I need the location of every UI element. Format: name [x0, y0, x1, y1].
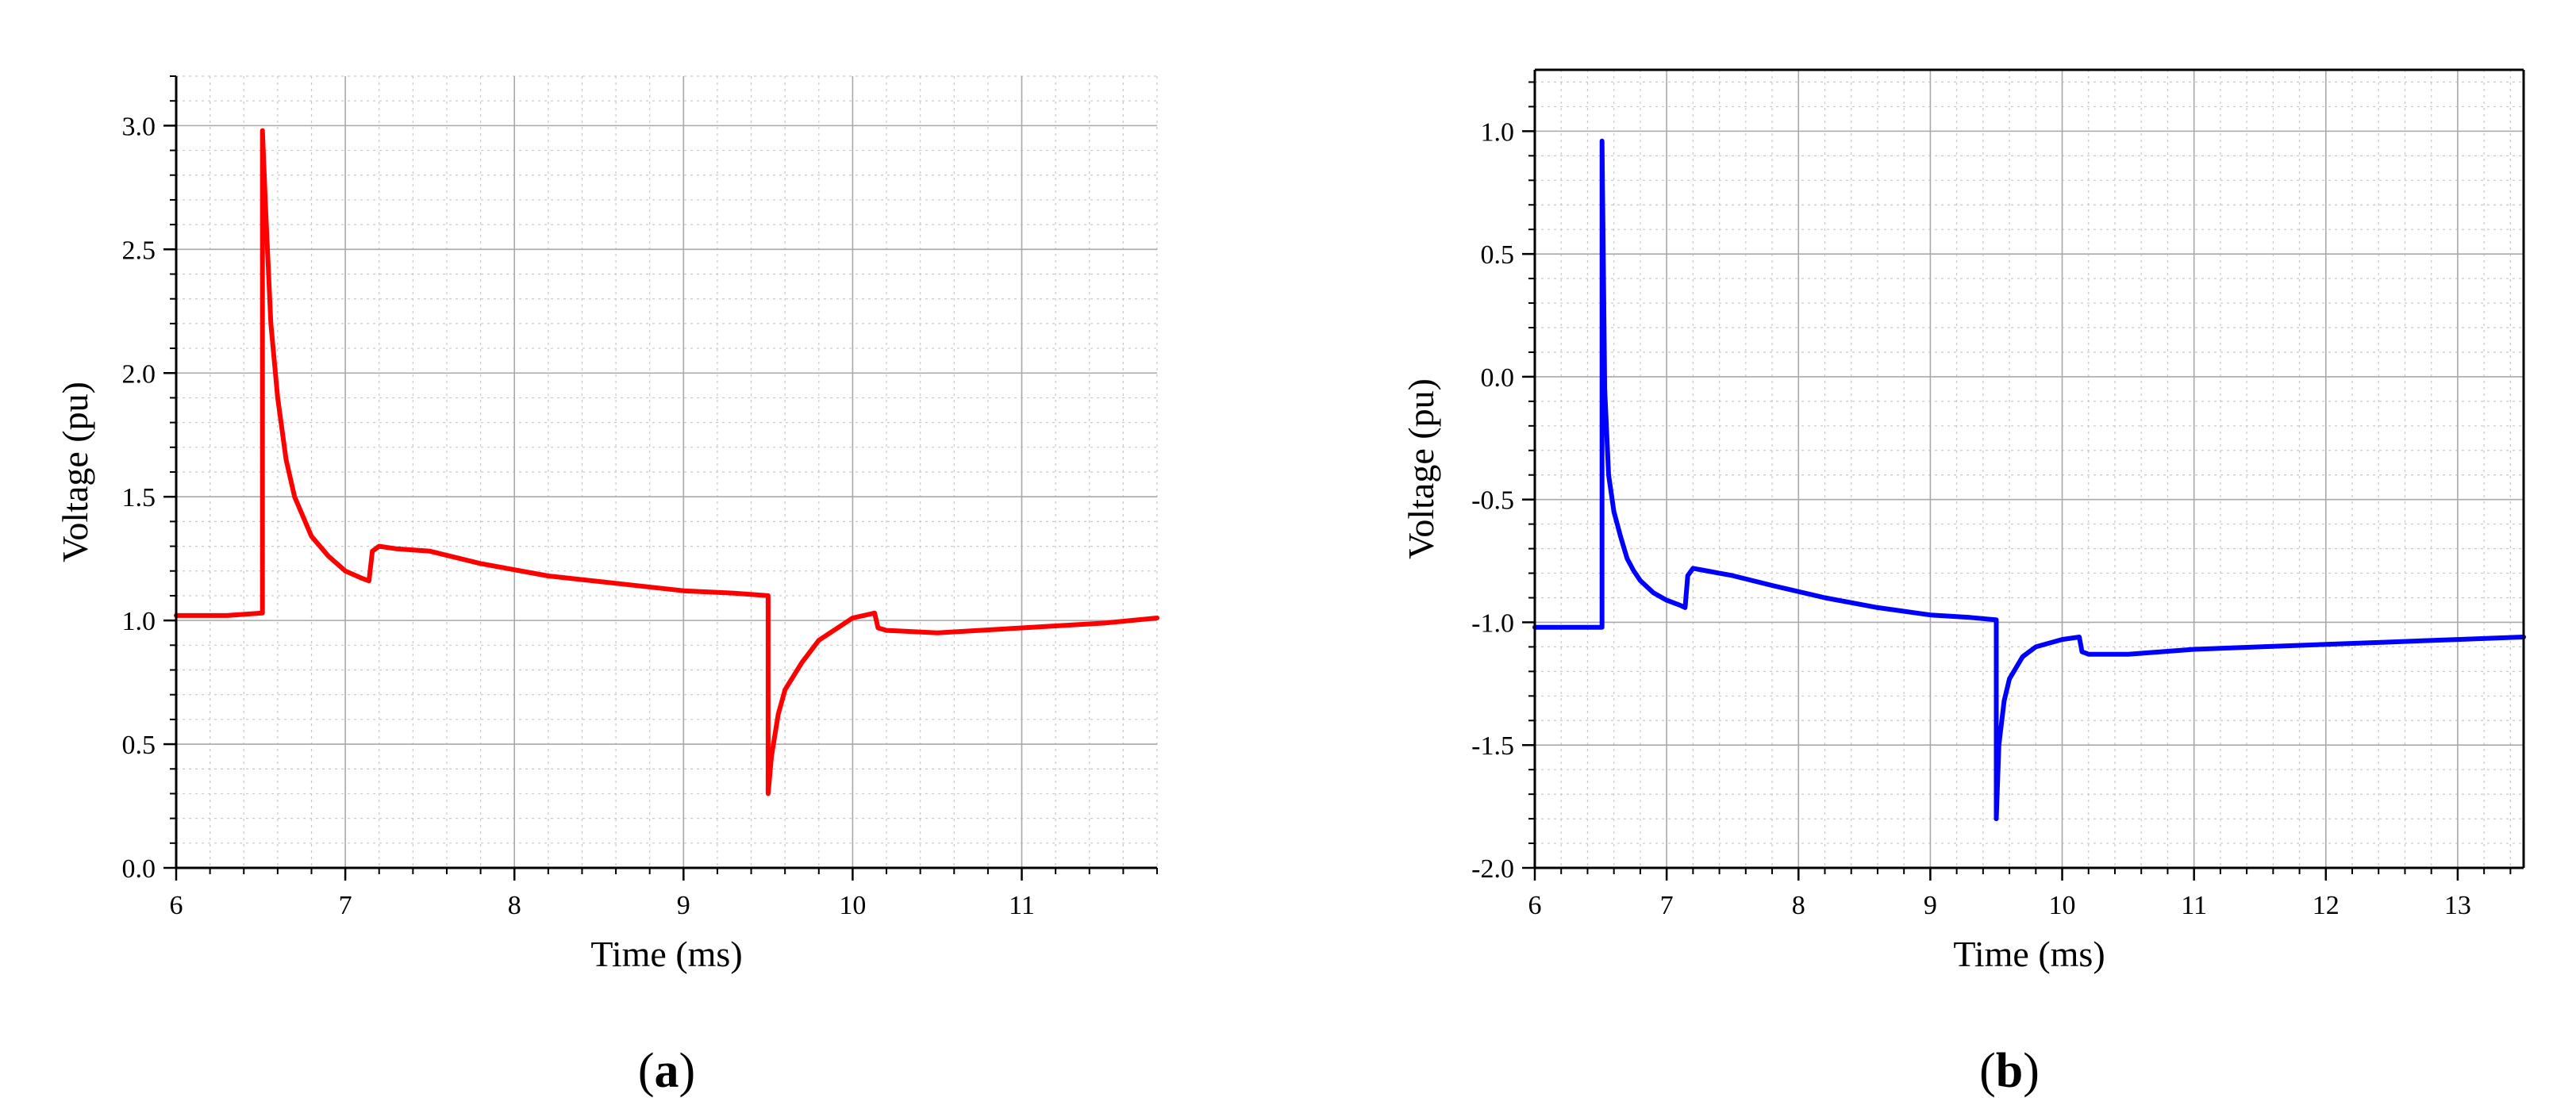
panel-label: (b)	[1979, 1044, 2040, 1098]
panel-label-open-paren: (	[1979, 1044, 1996, 1098]
minor-grid	[1534, 70, 2524, 869]
y-tick-label: -1.5	[1471, 731, 1514, 761]
y-tick-label: 1.5	[122, 483, 156, 512]
panel-label-close-paren: )	[679, 1044, 696, 1098]
panel-label-letter: a	[655, 1044, 679, 1098]
y-tick-label: 2.0	[122, 359, 156, 389]
panel-label: (a)	[638, 1044, 695, 1098]
x-axis-title: Time (ms)	[590, 934, 742, 974]
panel-label-open-paren: (	[638, 1044, 655, 1098]
axes-frame	[1533, 68, 2525, 869]
x-tick-label: 8	[508, 891, 521, 920]
y-tick-label: 2.5	[122, 236, 156, 265]
x-tick-label: 12	[2313, 891, 2340, 920]
y-tick-label: 1.0	[1481, 117, 1515, 147]
series-line-0	[174, 128, 1159, 796]
y-axis-title: Voltage (pu)	[55, 382, 95, 562]
series-line-0	[1532, 138, 2526, 822]
x-axis-title: Time (ms)	[1953, 934, 2105, 974]
y-tick-label: -2.0	[1471, 854, 1514, 884]
x-tick-label: 8	[1792, 891, 1805, 920]
y-axis-title: Voltage (pu)	[1401, 378, 1441, 559]
x-tick-label: 10	[2049, 891, 2076, 920]
x-tick-label: 7	[1660, 891, 1674, 920]
x-tick-label: 9	[1924, 891, 1937, 920]
major-grid	[1534, 70, 2524, 869]
y-tick-label: 0.0	[122, 854, 156, 884]
y-tick-label: 0.0	[1481, 363, 1515, 393]
y-tick-label: -0.5	[1471, 486, 1514, 516]
y-tick-label: 3.0	[122, 112, 156, 141]
y-tick-label: -1.0	[1471, 608, 1514, 638]
panel-label-letter: b	[1996, 1044, 2023, 1098]
x-tick-label: 9	[677, 891, 690, 920]
minor-grid	[175, 75, 1158, 869]
x-tick-label: 11	[1009, 891, 1035, 920]
x-tick-label: 6	[1528, 891, 1542, 920]
chart-a: 6 7 8 9 10 11 0.0 0.5 1.0 1.5 2.0 2.5 3.0 Time (ms) Vo…	[55, 75, 1159, 1098]
axis-ticks	[1522, 81, 2512, 881]
x-tick-label: 10	[839, 891, 866, 920]
axis-ticks	[163, 75, 1158, 881]
y-tick-label: 0.5	[122, 731, 156, 760]
chart-b: 6 7 8 9 10 11 12 13 -2.0 -1.5 -1.0 -0.5 0.0 0.5 1.0 Tim…	[1401, 68, 2526, 1098]
x-tick-label: 7	[339, 891, 352, 920]
y-tick-label: 0.5	[1481, 240, 1515, 270]
x-tick-label: 6	[170, 891, 183, 920]
x-tick-label: 13	[2444, 891, 2471, 920]
panel-label-close-paren: )	[2023, 1044, 2040, 1098]
y-tick-label: 1.0	[122, 607, 156, 636]
x-tick-label: 11	[2181, 891, 2207, 920]
